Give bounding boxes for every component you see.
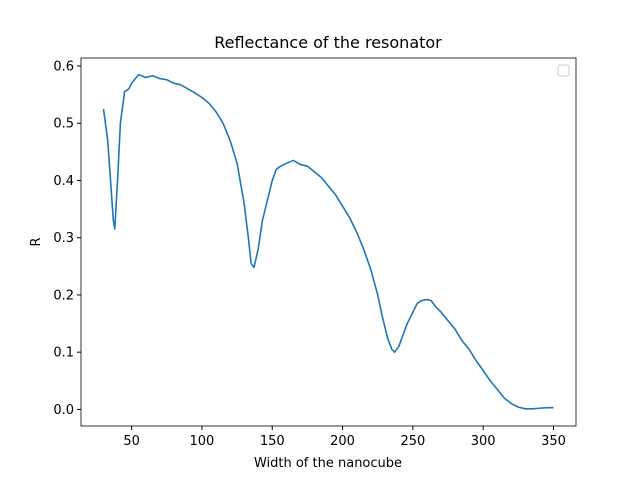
plot-frame xyxy=(80,57,577,427)
x-tick-label: 300 xyxy=(471,434,496,449)
chart-title: Reflectance of the resonator xyxy=(214,33,442,52)
x-tick-label: 150 xyxy=(260,434,285,449)
x-tick-label: 250 xyxy=(400,434,425,449)
x-tick-label: 350 xyxy=(541,434,566,449)
x-axis-label: Width of the nanocube xyxy=(254,456,402,471)
x-tick-label: 200 xyxy=(330,434,355,449)
legend-box xyxy=(557,64,570,77)
y-tick-label: 0.2 xyxy=(53,288,74,303)
y-tick-label: 0.3 xyxy=(53,231,74,246)
y-tick-label: 0.4 xyxy=(53,174,74,189)
x-tick-label: 100 xyxy=(190,434,215,449)
y-tick-label: 0.6 xyxy=(53,60,74,75)
x-tick-label: 50 xyxy=(123,434,140,449)
y-tick-label: 0.1 xyxy=(53,346,74,361)
data-line xyxy=(102,73,554,410)
y-tick-label: 0.0 xyxy=(53,403,74,418)
y-axis-label: R xyxy=(29,237,44,246)
y-tick-label: 0.5 xyxy=(53,117,74,132)
